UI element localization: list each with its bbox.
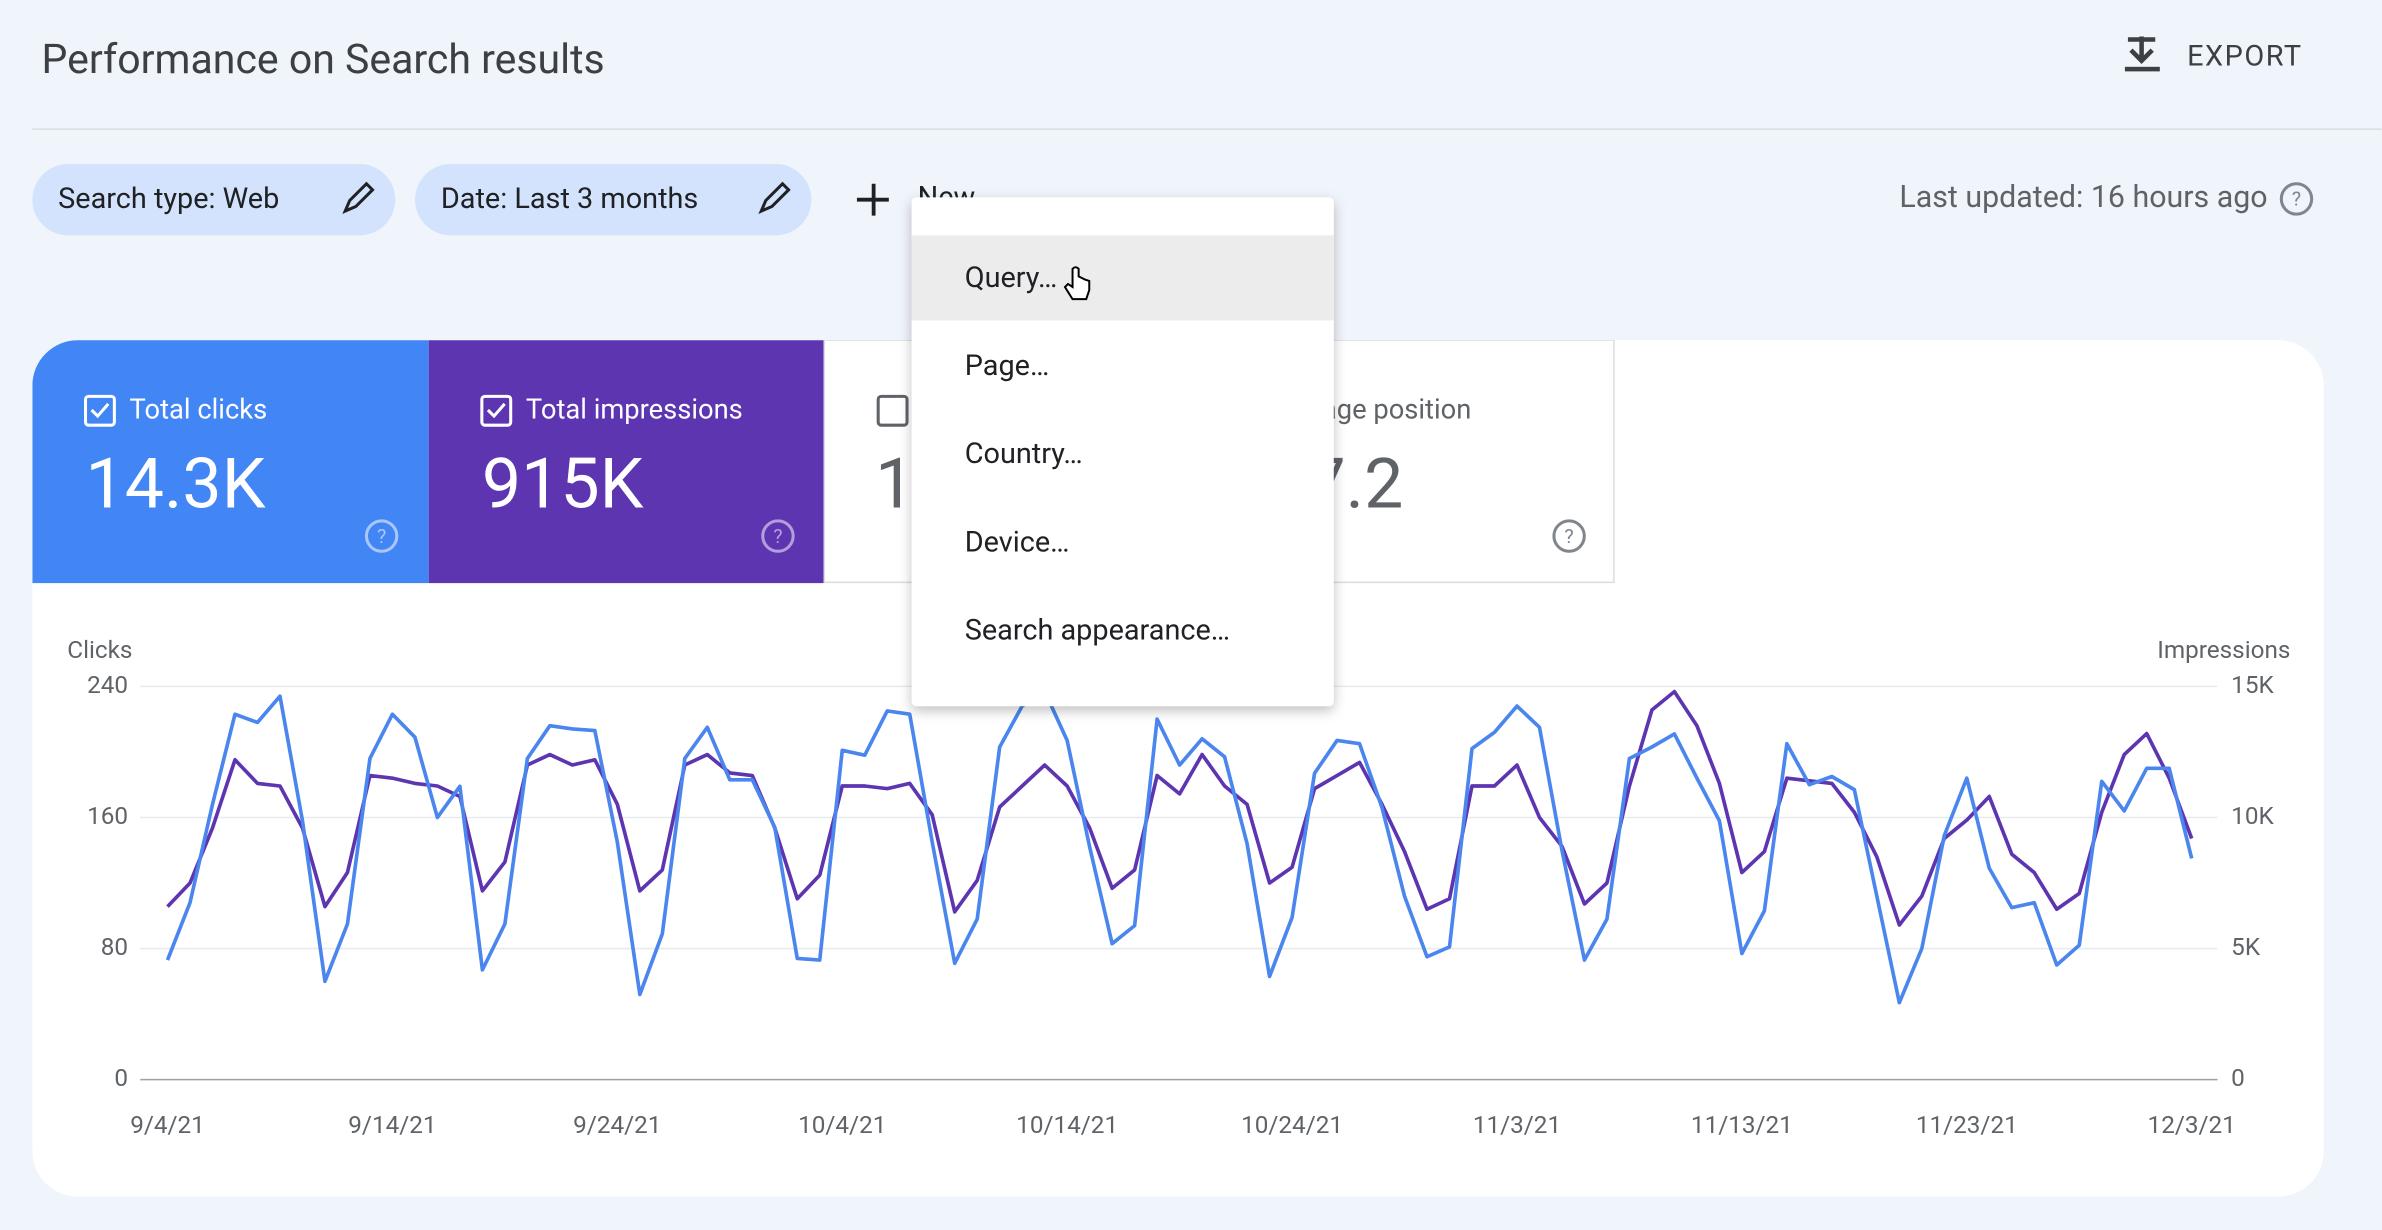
chip-label[interactable]: Date: Last 3 months [441, 182, 698, 216]
menu-highlight [911, 235, 1334, 321]
y2-tick-label: 5K [2231, 932, 2261, 961]
help-glyph: ? [377, 525, 386, 548]
x-tick-label: 9/4/21 [130, 1110, 205, 1139]
x-tick-label: 10/14/21 [1016, 1110, 1118, 1139]
menu-item[interactable]: Search appearance… [965, 613, 1230, 647]
y-tick-label: 80 [101, 932, 128, 961]
export-label[interactable]: EXPORT [2187, 39, 2303, 73]
y2-axis-title: Impressions [2157, 635, 2290, 664]
page-title: Performance on Search results [41, 36, 604, 84]
y2-tick-label: 10K [2231, 801, 2274, 830]
checkbox[interactable] [480, 394, 513, 427]
chip-label[interactable]: Search type: Web [58, 182, 279, 216]
menu-item[interactable]: Country… [965, 437, 1083, 471]
y-axis-title: Clicks [67, 635, 132, 664]
help-circle[interactable] [761, 519, 795, 553]
x-tick-label: 11/13/21 [1691, 1110, 1793, 1139]
menu-item[interactable]: Device… [965, 525, 1070, 559]
y-tick-label: 240 [87, 670, 128, 699]
x-tick-label: 9/24/21 [573, 1110, 661, 1139]
download-icon-base [2124, 66, 2160, 72]
help-glyph: ? [2292, 188, 2301, 211]
x-tick-label: 11/23/21 [1916, 1110, 2018, 1139]
series-line [165, 689, 2194, 1005]
last-updated: Last updated: 16 hours ago [1899, 180, 2267, 215]
chip-bg [415, 164, 812, 236]
help-circle[interactable] [1552, 519, 1586, 553]
x-tick-label: 10/4/21 [798, 1110, 886, 1139]
y2-tick-label: 15K [2231, 670, 2274, 699]
dropdown-menu: Query… Page… Country… Device… Search app… [911, 197, 1334, 707]
x-tick-label: 11/3/21 [1473, 1110, 1561, 1139]
checkmark [90, 402, 110, 419]
x-tick-label: 9/14/21 [348, 1110, 436, 1139]
chip-bg [32, 164, 396, 236]
series-line [166, 689, 2194, 927]
menu-item[interactable]: Query… [965, 261, 1058, 295]
menu-panel [911, 197, 1334, 707]
metric-label: Total clicks [130, 394, 268, 426]
menu-item[interactable]: Page… [965, 349, 1050, 383]
chart: Clicks Impressions 0 80 160 240 0 5K 10K 15K 9/4… [67, 635, 2290, 1139]
edit-icon [342, 181, 375, 214]
edit-icon [758, 181, 791, 214]
help-glyph: ? [1564, 525, 1573, 548]
cursor [1063, 266, 1091, 301]
help-icon[interactable]: ? [2279, 182, 2314, 216]
x-tick-label: 10/24/21 [1241, 1110, 1343, 1139]
checkbox[interactable] [84, 394, 116, 427]
checkbox[interactable] [876, 394, 909, 427]
chip-date[interactable]: Date: Last 3 months [415, 164, 812, 236]
metric-tab-clicks[interactable] [32, 340, 429, 584]
y2-tick-label: 0 [2231, 1063, 2245, 1092]
help-circle [2279, 182, 2314, 216]
metric-value: 1 [875, 443, 914, 525]
export-button[interactable]: EXPORT [2124, 36, 2303, 73]
download-icon [2127, 36, 2156, 64]
y-tick-label: 160 [87, 801, 128, 830]
metric-label: Total impressions [526, 394, 743, 426]
checkmark [486, 402, 506, 419]
help-glyph: ? [773, 525, 782, 548]
metric-value: 915K [482, 443, 644, 525]
x-tick-label: 12/3/21 [2148, 1110, 2236, 1139]
plus-icon [856, 183, 889, 216]
chip-search-type[interactable]: Search type: Web [32, 164, 396, 236]
metric-tab-impressions[interactable] [428, 340, 824, 584]
help-circle[interactable] [364, 519, 399, 553]
metric-value: 14.3K [86, 443, 266, 525]
y-tick-label: 0 [114, 1063, 128, 1092]
